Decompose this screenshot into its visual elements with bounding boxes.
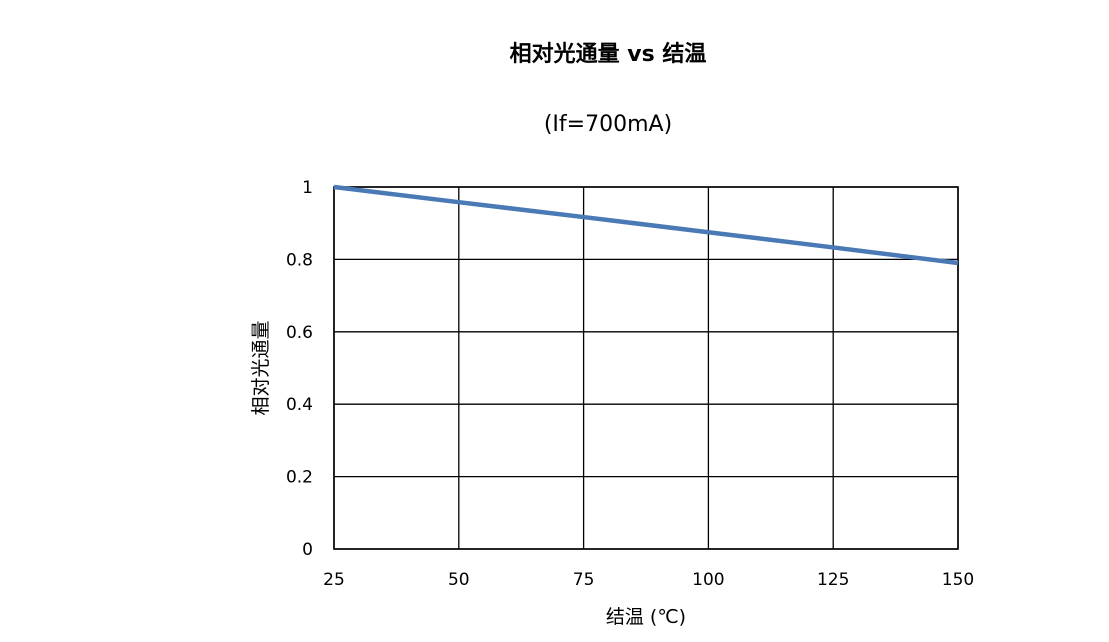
x-tick-label: 125 [817,570,849,590]
y-axis-ticks: 0 0.2 0.4 0.6 0.8 1 [286,178,313,560]
y-axis-label: 相对光通量 [250,320,272,415]
y-tick-label: 0.6 [286,323,313,343]
series-line [333,184,959,266]
x-tick-label: 25 [323,570,345,590]
y-tick-label: 0.8 [286,250,313,270]
x-axis-label: 结温 (℃) [606,606,686,628]
x-tick-label: 75 [573,570,595,590]
chart-subtitle: (If=700mA) [544,112,672,137]
x-axis-ticks: 25 50 75 100 125 150 [323,570,974,590]
chart-title: 相对光通量 vs 结温 [510,41,707,67]
y-tick-label: 0.4 [286,395,313,415]
plot-area-frame [333,186,959,550]
x-tick-label: 150 [942,570,974,590]
grid [333,186,959,550]
y-tick-label: 0 [302,540,313,560]
y-tick-label: 1 [302,178,313,198]
series-group [333,184,959,266]
x-tick-label: 50 [448,570,470,590]
x-tick-label: 100 [692,570,724,590]
y-tick-label: 0.2 [286,468,313,488]
